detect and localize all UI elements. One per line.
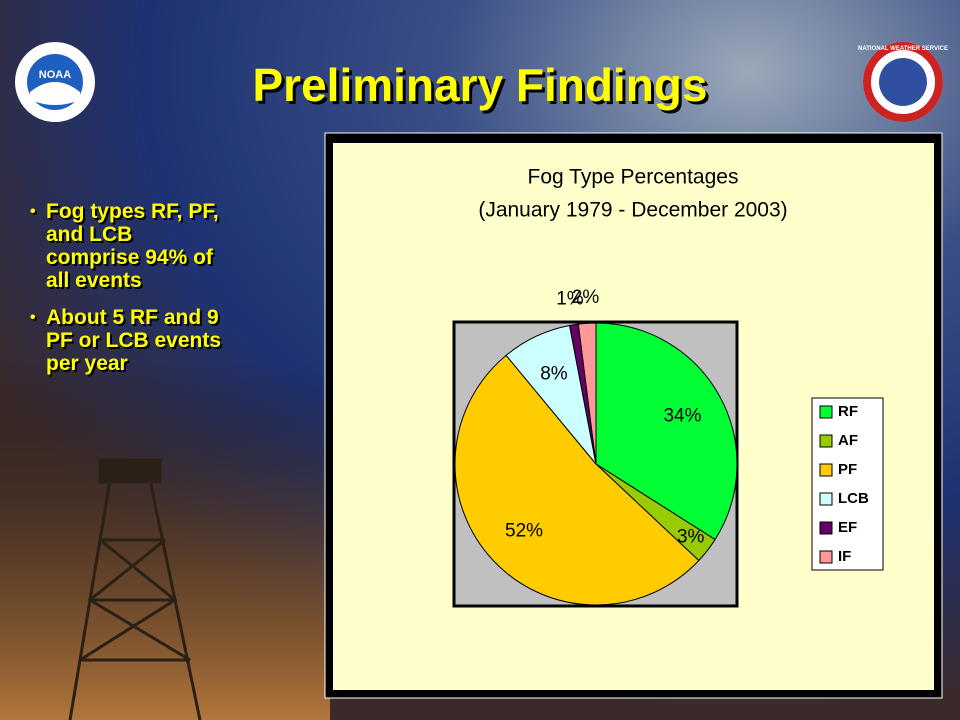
legend-label: IF [838,548,851,565]
legend-swatch [819,521,833,535]
legend-swatch [819,405,833,419]
nws-label: NATIONAL WEATHER SERVICE [858,46,948,52]
legend-label: PF [838,461,857,478]
nws-logo: NATIONAL WEATHER SERVICE [858,42,948,122]
bullet: About 5 RF and 9 PF or LCB events per ye… [30,306,230,375]
tower [68,458,202,720]
legend-label: RF [838,403,858,420]
chart-subtitle: (January 1979 - December 2003) [478,199,787,222]
legend-swatch [819,463,833,477]
legend-swatch [819,434,833,448]
legend-label: LCB [838,490,869,507]
slice-label: 34% [663,405,701,426]
legend-label: EF [838,519,857,536]
bullet-list: Fog types RF, PF, and LCB comprise 94% o… [30,200,230,389]
slide-title: Preliminary Findings [252,59,708,111]
slice-label: 2% [572,287,600,308]
pie-slice [595,322,738,541]
slice-label: 52% [505,521,543,542]
noaa-label: NOAA [39,69,71,81]
legend-swatch [819,550,833,564]
slice-label: 8% [540,364,568,385]
pie: 34% 3% 52% 8% 1%2% RF AF PF LCB EF IF [454,287,869,606]
legend-label: AF [838,432,858,449]
pie-slice [577,322,597,465]
pie-slice [454,354,700,606]
bullet: Fog types RF, PF, and LCB comprise 94% o… [30,200,230,292]
noaa-logo: NOAA [15,42,95,122]
slice-label: 1% [556,289,584,310]
legend-swatch [819,492,833,506]
legend [811,397,884,571]
chart-title: Fog Type Percentages [528,166,739,189]
slice-label: 3% [677,526,705,547]
